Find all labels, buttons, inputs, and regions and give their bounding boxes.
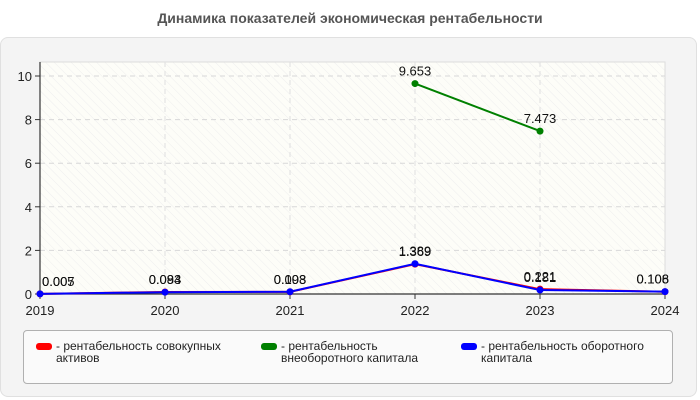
data-point[interactable] <box>286 288 294 296</box>
data-label: 1.389 <box>399 244 432 259</box>
plot-area <box>39 61 666 295</box>
data-point[interactable] <box>411 260 419 268</box>
legend-label: - рентабельность оборотного капитала <box>481 339 644 365</box>
data-label: 0.083 <box>149 272 182 287</box>
data-label: 7.473 <box>524 111 557 126</box>
y-tick-label: 4 <box>25 200 32 215</box>
data-label: 0.098 <box>274 272 307 287</box>
series-line <box>39 262 666 295</box>
data-label: 0.108 <box>636 272 669 287</box>
x-tick-label: 2024 <box>651 303 680 318</box>
data-point[interactable] <box>536 286 544 294</box>
x-tick-label: 2023 <box>526 303 555 318</box>
data-label: 9.653 <box>399 64 432 79</box>
y-tick-label: 6 <box>25 156 32 171</box>
grid-lines <box>40 62 665 294</box>
y-tick-label: 8 <box>25 113 32 128</box>
data-point[interactable] <box>161 288 169 296</box>
legend-item-noncurrent-capital[interactable]: - рентабельность внеоборотного капитала <box>261 340 456 364</box>
data-labels: 0.005 0.094 0.098 1.369 0.221 0.106 9.653 7.473… <box>42 64 669 289</box>
legend-item-total-assets[interactable]: - рентабельность совокупных активов <box>36 340 251 364</box>
series-lines <box>36 80 669 298</box>
data-label: 0.181 <box>524 270 557 285</box>
legend-swatch-red <box>36 343 52 350</box>
x-tick-label: 2019 <box>26 303 55 318</box>
data-point[interactable] <box>536 127 544 135</box>
x-tick-label: 2022 <box>401 303 430 318</box>
axes: 0 2 4 6 8 10 2019 2020 2021 2022 2023 2024 <box>18 62 680 318</box>
y-tick-label: 0 <box>25 287 32 302</box>
data-label: 0.007 <box>42 274 75 289</box>
data-label: 0.005 <box>42 274 75 289</box>
x-tick-label: 2021 <box>276 303 305 318</box>
data-label: 0.094 <box>149 272 182 287</box>
data-point[interactable] <box>411 80 419 88</box>
legend-swatch-blue <box>461 343 477 350</box>
legend: - рентабельность совокупных активов - ре… <box>23 330 673 384</box>
y-tick-label: 10 <box>18 69 32 84</box>
legend-swatch-green <box>261 343 277 350</box>
data-label: 0.103 <box>274 272 307 287</box>
data-label: 0.221 <box>524 269 557 284</box>
data-point[interactable] <box>36 290 44 298</box>
x-tick-label: 2020 <box>151 303 180 318</box>
legend-item-current-capital[interactable]: - рентабельность оборотного капитала <box>461 340 666 364</box>
data-point[interactable] <box>661 288 669 296</box>
series-line <box>414 82 541 133</box>
chart-title: Динамика показателей экономическая рента… <box>157 10 543 26</box>
y-tick-label: 2 <box>25 243 32 258</box>
data-label: 1.369 <box>399 244 432 259</box>
data-label: 0.106 <box>636 272 669 287</box>
legend-label: - рентабельность совокупных активов <box>56 339 221 365</box>
legend-label: - рентабельность внеоборотного капитала <box>281 339 418 365</box>
